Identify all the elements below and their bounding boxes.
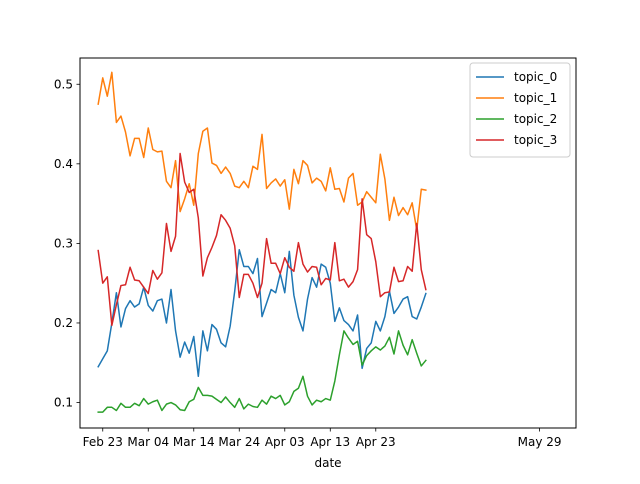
y-tick-label: 0.5 xyxy=(54,77,73,91)
x-tick-label: Feb 23 xyxy=(83,435,123,449)
legend-label-topic_0: topic_0 xyxy=(514,70,557,84)
legend: topic_0 topic_1 topic_2 topic_3 xyxy=(469,62,571,158)
y-tick-label: 0.3 xyxy=(54,236,73,250)
x-tick-label: Mar 04 xyxy=(127,435,169,449)
series-line-topic_3 xyxy=(97,152,427,327)
x-axis-label: date xyxy=(314,456,341,470)
x-axis-ticks: Feb 23 Mar 04 Mar 14 Mar 24 Apr 03 Apr 13 Apr … xyxy=(83,428,562,449)
legend-label-topic_2: topic_2 xyxy=(514,112,557,126)
x-tick-label: Mar 14 xyxy=(173,435,215,449)
series-line-topic_2 xyxy=(97,330,427,413)
y-tick-label: 0.4 xyxy=(54,157,73,171)
legend-box xyxy=(469,62,571,158)
x-tick-label: Mar 24 xyxy=(218,435,260,449)
y-axis-ticks: 0.1 0.2 0.3 0.4 0.5 xyxy=(54,77,80,410)
x-tick-label: Apr 13 xyxy=(310,435,350,449)
series-layer xyxy=(97,71,427,413)
y-tick-label: 0.1 xyxy=(54,396,73,410)
legend-label-topic_3: topic_3 xyxy=(514,133,557,147)
y-tick-label: 0.2 xyxy=(54,316,73,330)
x-tick-label: Apr 03 xyxy=(265,435,305,449)
x-tick-label: May 29 xyxy=(518,435,562,449)
series-line-topic_1 xyxy=(97,71,427,231)
series-line-topic_0 xyxy=(97,249,427,378)
x-tick-label: Apr 23 xyxy=(356,435,396,449)
legend-label-topic_1: topic_1 xyxy=(514,91,557,105)
